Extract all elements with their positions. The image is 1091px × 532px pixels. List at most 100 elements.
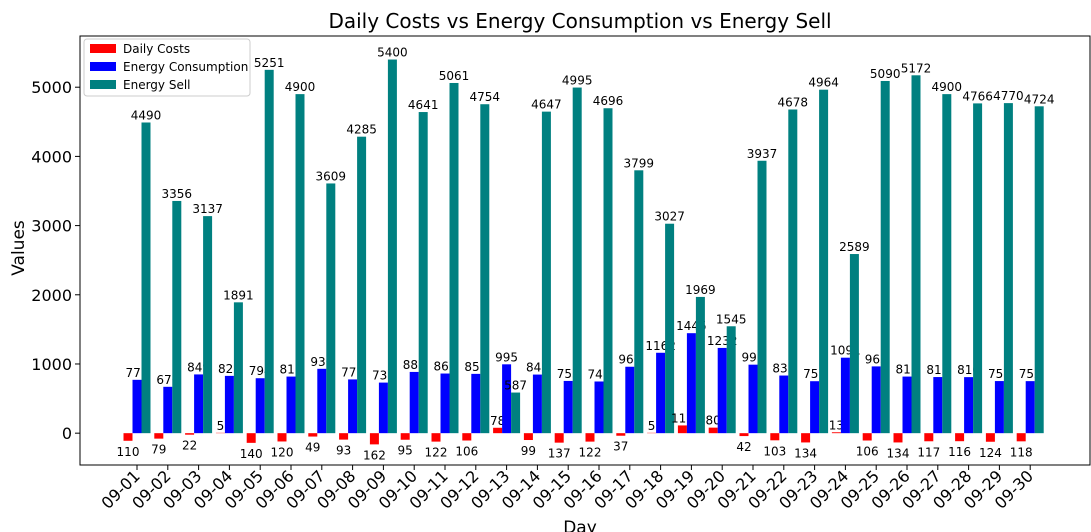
data-label: 5251 (254, 56, 285, 70)
data-label: 95 (398, 444, 413, 458)
bar (964, 377, 974, 434)
bar (757, 160, 767, 434)
legend-label: Energy Consumption (123, 60, 248, 74)
bar (942, 94, 952, 434)
bar (801, 433, 811, 443)
bar (203, 216, 213, 434)
data-label: 4900 (285, 80, 316, 94)
data-label: 4490 (131, 108, 162, 122)
bar (849, 254, 859, 434)
bar (1016, 433, 1026, 442)
bar (924, 433, 934, 442)
bar (185, 433, 195, 435)
bar (400, 433, 410, 440)
data-label: 3609 (316, 169, 347, 183)
bar (255, 378, 265, 434)
bar (665, 223, 675, 434)
data-label: 137 (548, 447, 571, 461)
data-label: 5400 (377, 46, 408, 60)
bar (246, 433, 256, 443)
data-label: 116 (948, 445, 971, 459)
bar (449, 82, 459, 434)
data-label: 134 (887, 446, 910, 460)
data-label: 42 (736, 440, 751, 454)
bar (532, 374, 542, 434)
data-label: 4995 (562, 74, 593, 88)
legend-swatch (90, 44, 116, 53)
legend-swatch (90, 80, 116, 89)
bar (163, 386, 173, 434)
data-label: 4900 (932, 80, 963, 94)
data-label: 110 (117, 445, 140, 459)
bar (480, 104, 490, 434)
data-label: 124 (979, 446, 1002, 460)
bar (585, 433, 595, 442)
data-label: 5061 (439, 69, 470, 83)
bar (994, 381, 1004, 434)
data-label: 4641 (408, 98, 439, 112)
data-label: 4285 (346, 123, 377, 137)
data-label: 5090 (870, 67, 901, 81)
bar (233, 302, 243, 434)
data-label: 140 (240, 447, 263, 461)
bar (339, 433, 349, 440)
y-tick-label: 5000 (31, 78, 72, 97)
bar (462, 433, 472, 441)
x-axis-label: Day (563, 518, 597, 532)
bar (779, 375, 789, 434)
data-label: 93 (336, 444, 351, 458)
bar (511, 392, 521, 434)
y-axis-label: Values (9, 220, 29, 276)
bar (277, 433, 287, 442)
data-label: 22 (182, 439, 197, 453)
legend-swatch (90, 62, 116, 71)
bar (871, 366, 881, 434)
y-tick-label: 2000 (31, 286, 72, 305)
data-label: 3137 (192, 202, 223, 216)
data-label: 120 (271, 445, 294, 459)
bar (911, 75, 921, 434)
bar (554, 433, 564, 443)
bar (708, 427, 718, 434)
data-label: 5 (648, 419, 656, 433)
bar (471, 373, 481, 434)
bar (893, 433, 903, 443)
bar (431, 433, 441, 442)
bar (295, 94, 305, 434)
bar (523, 433, 533, 441)
bar (686, 333, 696, 434)
bar (625, 366, 635, 434)
bar (616, 433, 626, 436)
data-label: 1545 (716, 312, 747, 326)
bar (369, 433, 379, 445)
bar (409, 371, 419, 434)
data-label: 3937 (747, 147, 778, 161)
data-label: 4678 (778, 95, 809, 109)
y-tick-label: 4000 (31, 147, 72, 166)
data-label: 4724 (1024, 92, 1055, 106)
bar (656, 352, 666, 434)
data-label: 4964 (808, 76, 839, 90)
bar (264, 69, 274, 434)
bar (387, 59, 397, 434)
bar (154, 433, 164, 439)
bar (739, 433, 749, 437)
data-label: 3799 (624, 156, 655, 170)
legend-box (83, 38, 251, 97)
data-label: 4766 (962, 89, 993, 103)
data-label: 995 (495, 350, 518, 364)
data-label: 122 (425, 446, 448, 460)
data-label: 2589 (839, 240, 870, 254)
bar (902, 376, 912, 434)
bar (1025, 381, 1035, 434)
data-label: 106 (856, 445, 879, 459)
plot-area (79, 35, 1091, 466)
legend-label: Daily Costs (123, 42, 190, 56)
legend: Daily Costs Energy Consumption Energy Sell (83, 38, 251, 97)
bar (831, 432, 841, 434)
data-label: 4696 (593, 94, 624, 108)
bar (840, 357, 850, 434)
bar (224, 375, 234, 434)
bar (880, 80, 890, 434)
